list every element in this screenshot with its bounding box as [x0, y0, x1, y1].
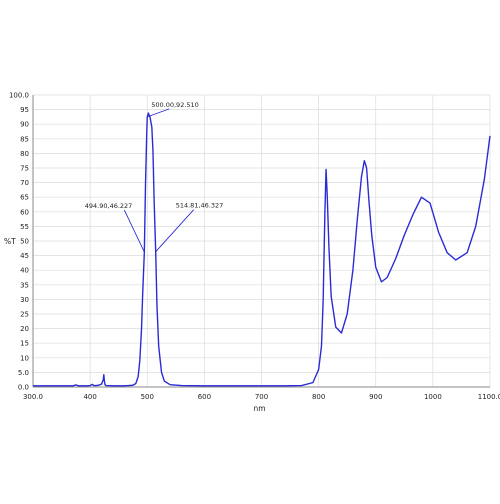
- y-tick-label: 95: [20, 106, 29, 114]
- y-tick-label: 55: [20, 223, 29, 231]
- transmission-series-line: [33, 112, 491, 387]
- y-tick-label: 35: [20, 281, 29, 289]
- y-tick-label: 85: [20, 135, 29, 143]
- x-tick-label: 300.0: [23, 393, 43, 401]
- y-tick-label: 45: [20, 252, 29, 260]
- y-tick-label: 30: [20, 296, 29, 304]
- annotations: 500.00,92.510 494.90,46.227 514.81,46.327: [85, 101, 224, 253]
- x-tick-label: 900: [369, 393, 382, 401]
- x-tick-label: 400: [83, 393, 96, 401]
- annotation-label: 494.90,46.227: [85, 202, 133, 210]
- x-axis-title: nm: [253, 404, 265, 413]
- y-tick-label: 60: [20, 208, 29, 216]
- y-tick-label: 75: [20, 165, 29, 173]
- y-tick-label: 10: [20, 354, 29, 362]
- y-tick-label: 70: [20, 179, 29, 187]
- y-tick-label: 5.0: [18, 369, 29, 377]
- annotation-label: 514.81,46.327: [176, 202, 224, 210]
- y-tick-label: 25: [20, 311, 29, 319]
- y-tick-label: 50: [20, 238, 29, 246]
- annotation-leader-line: [123, 209, 145, 253]
- x-tick-label: 1100.0: [478, 393, 500, 401]
- y-tick-label: 40: [20, 267, 29, 275]
- tick-labels: 0.0 5.0 10 15 20 25 30 35 40 45 50 55 60 65 70 75 80 85 90…: [9, 92, 500, 402]
- y-axis-title: %T: [4, 237, 16, 246]
- axes: [32, 95, 490, 388]
- x-tick-label: 1000: [424, 393, 442, 401]
- x-tick-label: 500: [141, 393, 154, 401]
- y-tick-label: 0.0: [18, 384, 29, 392]
- x-tick-label: 700: [255, 393, 268, 401]
- series-lines: [33, 112, 491, 387]
- y-tick-label: 80: [20, 150, 29, 158]
- x-tick-label: 600: [198, 393, 211, 401]
- annotation-leader-line: [155, 209, 195, 253]
- y-tick-label: 15: [20, 340, 29, 348]
- annotation-label: 500.00,92.510: [151, 101, 199, 109]
- y-tick-label: 65: [20, 194, 29, 202]
- y-tick-label: 100.0: [9, 92, 29, 100]
- y-tick-label: 90: [20, 121, 29, 129]
- grid-lines: [32, 94, 491, 388]
- annotation-leader-line: [147, 108, 170, 118]
- y-tick-label: 20: [20, 325, 29, 333]
- x-tick-label: 800: [312, 393, 325, 401]
